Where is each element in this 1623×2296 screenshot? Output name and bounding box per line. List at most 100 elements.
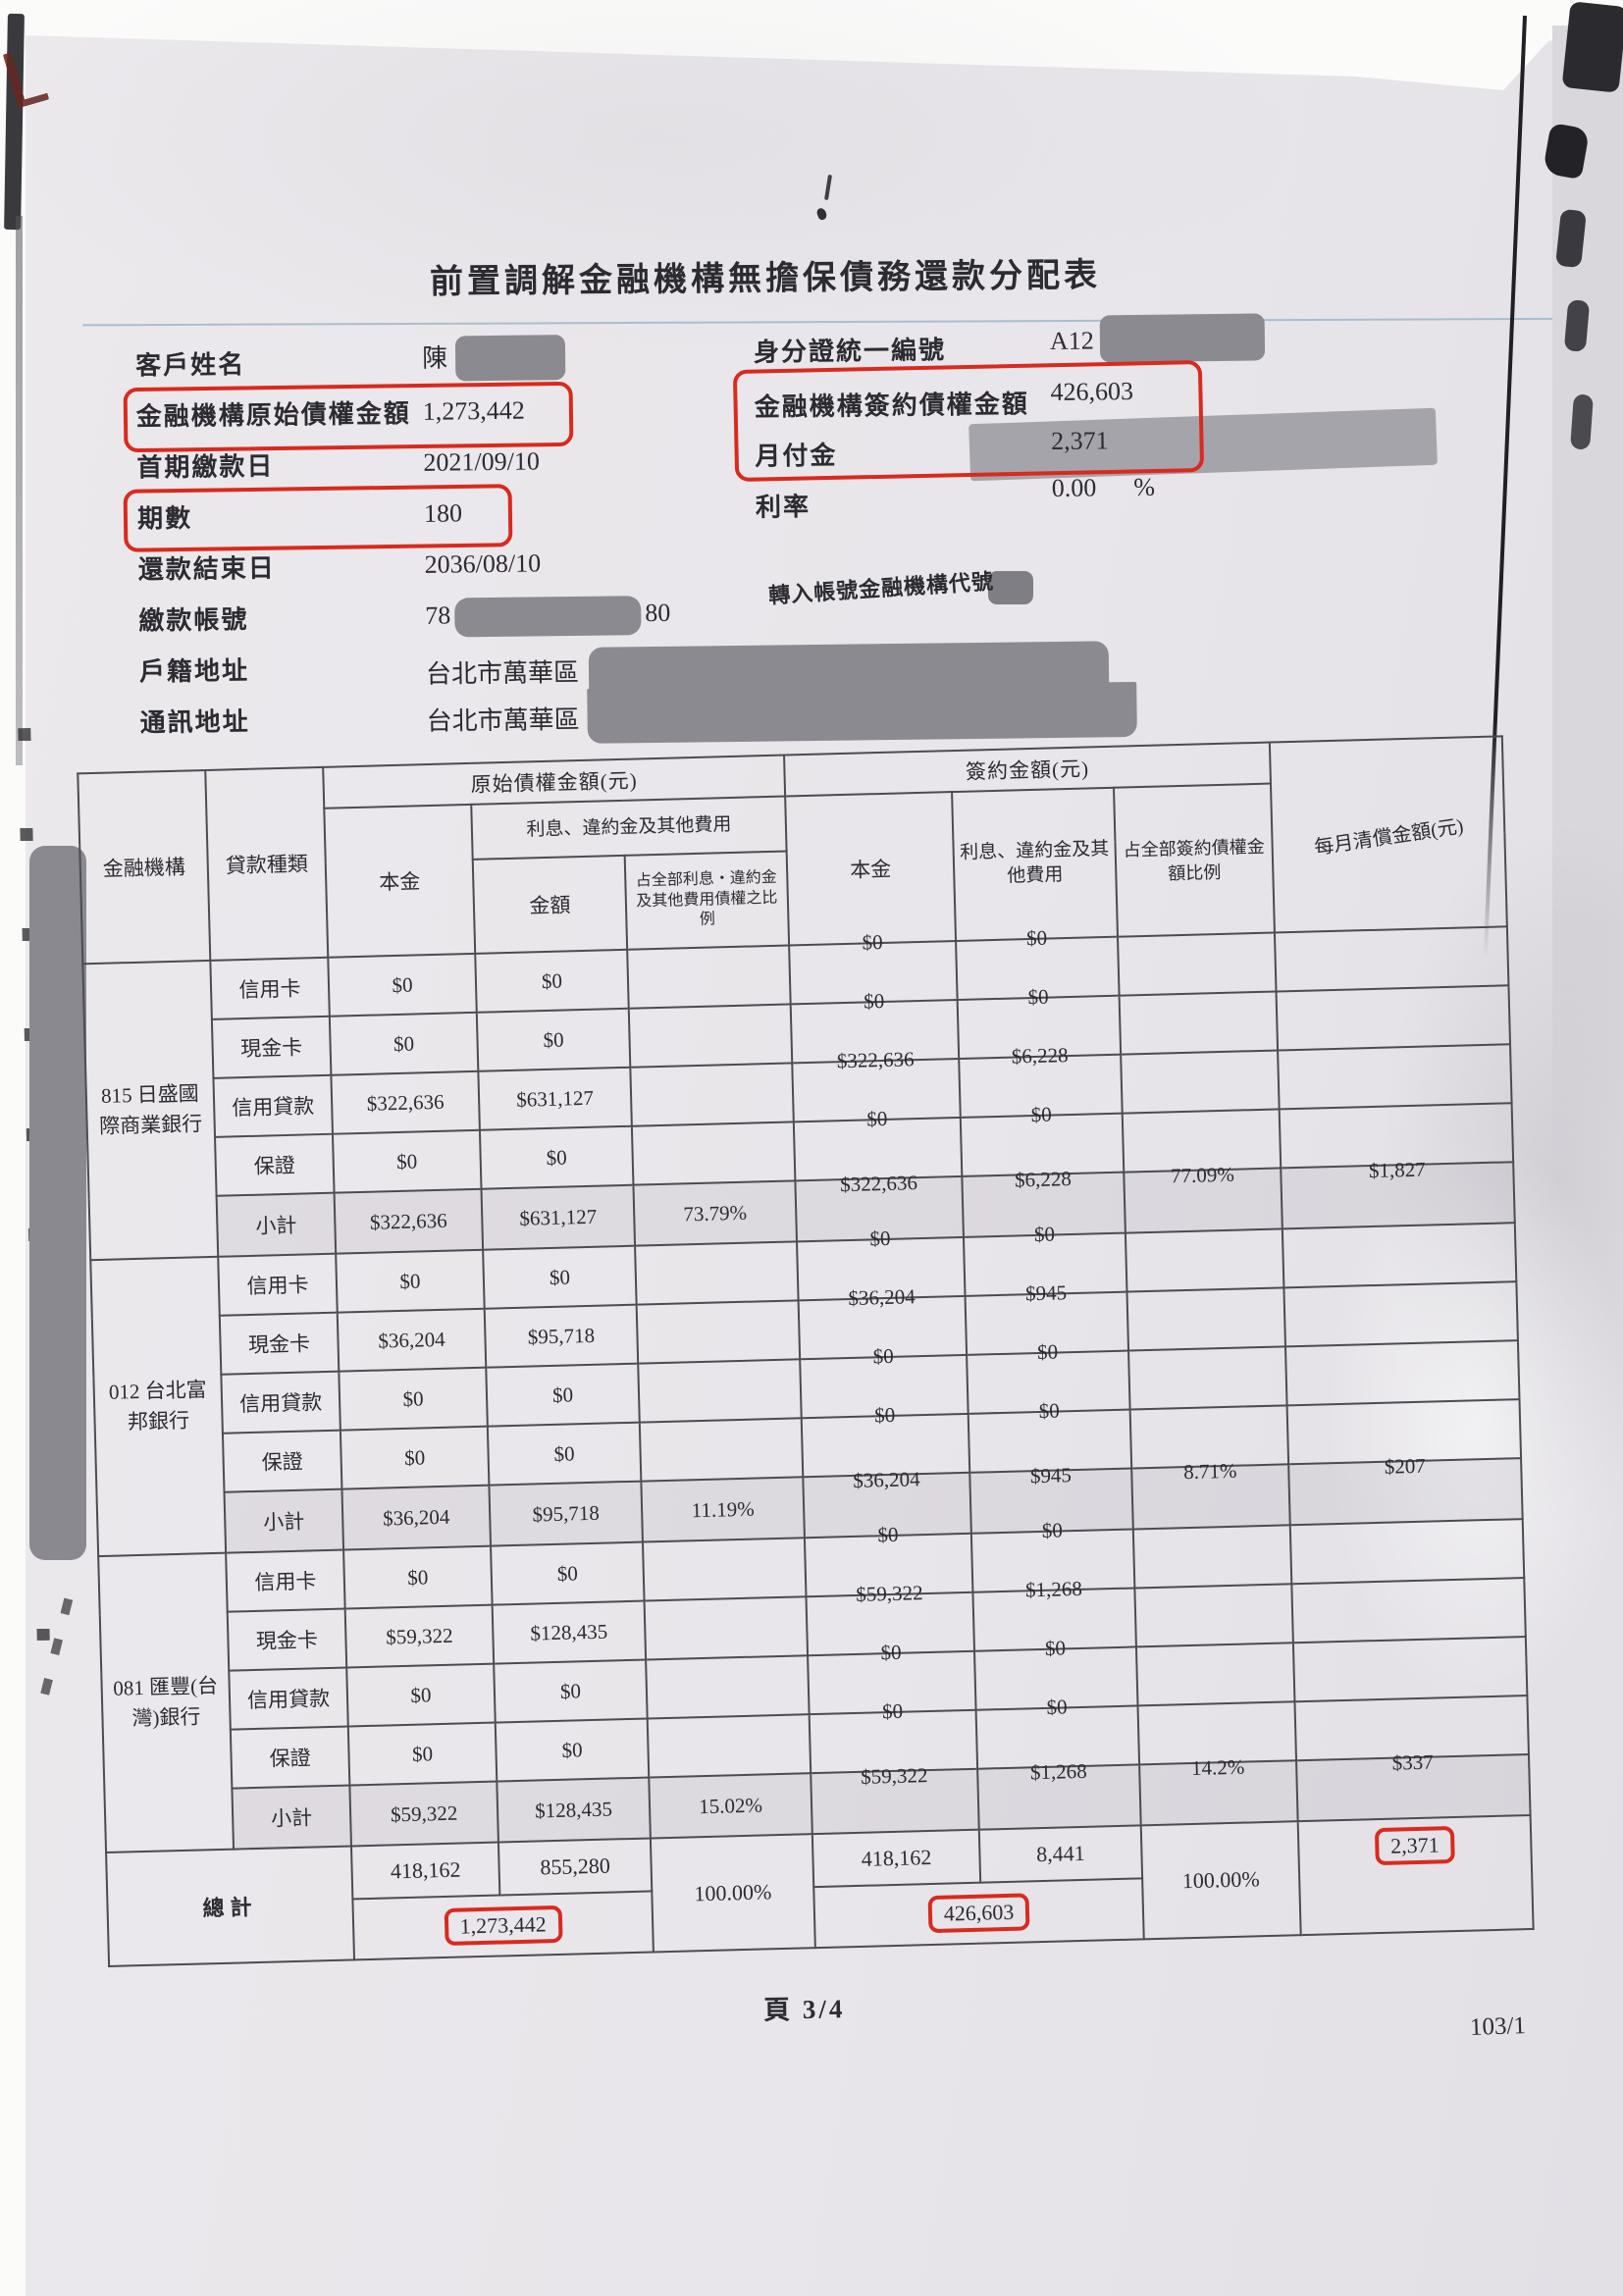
cell-original-ratio-subtotal: 73.79% [633, 1180, 798, 1246]
cell-bank-name: 012 台北富邦銀行 [90, 1256, 227, 1557]
cell-total-monthly: 2,371 [1297, 1814, 1534, 1936]
cell-monthly-subtotal: $207 [1288, 1453, 1523, 1526]
annotation-circle-total-original: 1,273,442 [444, 1905, 563, 1947]
field-transfer-institution-code: 轉入帳號金融機構代號 [767, 568, 995, 608]
cell-original-principal: $322,636 [331, 1070, 480, 1134]
allocation-table: 金融機構 貸款種類 原始債權金額(元) 簽約金額(元) 每月清償金額(元) 本金… [77, 735, 1534, 1967]
field-payment-account-value: 78 80 [425, 592, 671, 638]
cell-total-original-ratio: 100.00% [650, 1834, 815, 1953]
page-number: 頁 3/4 [762, 1994, 846, 2025]
cell-loan-type: 信用貸款 [221, 1371, 340, 1434]
cell-original-ratio [644, 1596, 809, 1660]
cell-contract-ratio-subtotal: 14.2% [1139, 1754, 1298, 1826]
col-header-monthly: 每月清償金額(元) [1269, 736, 1507, 933]
cell-total-original-principal: 418,162 [350, 1842, 500, 1900]
field-interest-rate: 利率 [756, 486, 812, 530]
cell-monthly-subtotal: $337 [1296, 1749, 1531, 1822]
cell-monthly [1291, 1578, 1526, 1644]
cell-loan-type: 信用貸款 [213, 1074, 333, 1137]
col-header-contract-interest: 利息、違約金及其他費用 [952, 787, 1119, 942]
field-label: 客戶姓名 [135, 350, 246, 381]
cell-original-principal: $0 [332, 1129, 482, 1193]
cell-original-interest-amount: $0 [476, 1008, 631, 1071]
cell-original-interest-amount-subtotal: $128,435 [497, 1777, 651, 1843]
cell-original-principal: $0 [328, 953, 477, 1017]
field-contract-debt-value: 426,603 [1050, 377, 1134, 407]
cell-original-interest-amount: $0 [494, 1659, 648, 1723]
cell-original-principal: $0 [340, 1426, 490, 1489]
cell-original-principal: $0 [346, 1663, 496, 1727]
cell-original-ratio [642, 1538, 807, 1601]
field-contract-debt: 金融機構簽約債權金額 [754, 383, 1029, 429]
cell-loan-type: 現金卡 [211, 1016, 332, 1078]
redaction-id [1099, 313, 1265, 363]
col-header-amount: 金額 [472, 855, 628, 954]
field-id-number-value: A12 [1050, 313, 1265, 363]
cell-monthly [1276, 985, 1511, 1051]
col-header-original-interest-group: 利息、違約金及其他費用 [471, 796, 787, 860]
cell-original-ratio-subtotal: 11.19% [641, 1477, 805, 1542]
cell-total-contract-ratio: 100.00% [1140, 1821, 1301, 1940]
cell-original-interest-amount: $0 [483, 1245, 637, 1309]
cell-monthly [1282, 1223, 1517, 1288]
field-label: 金融機構原始債權金額 [135, 399, 411, 432]
cell-original-principal: $0 [336, 1249, 485, 1313]
cell-subtotal-label: 小計 [224, 1488, 344, 1553]
cell-original-principal: $59,322 [344, 1604, 495, 1668]
cell-loan-type: 保證 [222, 1430, 342, 1492]
annotation-circle-total-contract: 426,603 [927, 1893, 1030, 1934]
cell-original-principal-subtotal: $36,204 [341, 1485, 492, 1550]
field-first-payment-date: 首期繳款日 [136, 445, 275, 491]
field-label: 月付金 [755, 441, 838, 471]
cell-original-principal-subtotal: $59,322 [349, 1781, 498, 1847]
field-mailing-address-value: 台北市萬華區 [426, 681, 1137, 744]
cell-original-ratio [635, 1241, 799, 1305]
cell-original-principal: $0 [347, 1722, 497, 1786]
cell-original-interest-amount: $0 [486, 1363, 640, 1427]
field-customer-name-value: 陳 [422, 335, 566, 382]
field-label: 期數 [136, 503, 193, 534]
col-header-contract-ratio: 占全部簽約債權金額比例 [1114, 783, 1275, 937]
cell-original-ratio [646, 1655, 810, 1719]
cell-contract-ratio-subtotal: 77.09% [1124, 1162, 1283, 1233]
cell-contract-ratio [1119, 991, 1279, 1055]
cell-original-ratio [636, 1300, 801, 1364]
cell-original-principal: $0 [329, 1012, 479, 1075]
cell-original-interest-amount: $0 [495, 1718, 650, 1782]
field-registered-address-value: 台北市萬華區 [426, 637, 1110, 710]
cell-original-ratio [627, 945, 791, 1009]
field-first-payment-date-value: 2021/09/10 [423, 446, 541, 477]
cell-original-ratio-subtotal: 15.02% [649, 1773, 812, 1839]
cell-original-interest-amount-subtotal: $95,718 [489, 1481, 643, 1546]
field-customer-name: 客戶姓名 [135, 343, 246, 388]
redaction-account [454, 596, 642, 638]
cell-loan-type: 信用卡 [226, 1549, 345, 1612]
cell-original-principal: $36,204 [337, 1308, 487, 1372]
cell-original-interest-amount-subtotal: $631,127 [481, 1184, 636, 1250]
cell-original-interest-amount: $0 [487, 1422, 642, 1486]
cell-contract-principal-subtotal: $59,322 [811, 1763, 979, 1835]
field-mailing-address: 通訊地址 [139, 701, 250, 745]
cell-monthly [1285, 1340, 1520, 1406]
cell-monthly [1289, 1519, 1525, 1585]
cell-contract-ratio [1125, 1228, 1284, 1292]
cell-contract-ratio [1134, 1584, 1293, 1647]
cell-total-original-interest: 855,280 [497, 1838, 653, 1896]
field-end-date: 還款結束日 [137, 548, 276, 593]
cell-original-principal: $0 [339, 1367, 488, 1431]
cell-loan-type: 保證 [230, 1726, 350, 1789]
cell-monthly [1292, 1637, 1528, 1702]
field-label: 首期繳款日 [136, 451, 275, 483]
allocation-table-wrap: 金融機構 貸款種類 原始債權金額(元) 簽約金額(元) 每月清償金額(元) 本金… [77, 735, 1534, 1967]
cell-original-ratio [639, 1418, 804, 1482]
field-label: 戶籍地址 [138, 656, 250, 687]
cell-monthly [1278, 1044, 1512, 1110]
cell-bank-name: 081 匯豐(台灣)銀行 [98, 1552, 235, 1853]
cell-original-interest-amount: $631,127 [478, 1067, 632, 1130]
field-label: 利率 [755, 493, 812, 522]
cell-contract-ratio-subtotal: 8.71% [1131, 1458, 1290, 1530]
field-installments-value: 180 [423, 498, 463, 528]
cell-total-original-combined: 1,273,442 [352, 1891, 654, 1960]
cell-original-principal: $0 [343, 1545, 493, 1609]
